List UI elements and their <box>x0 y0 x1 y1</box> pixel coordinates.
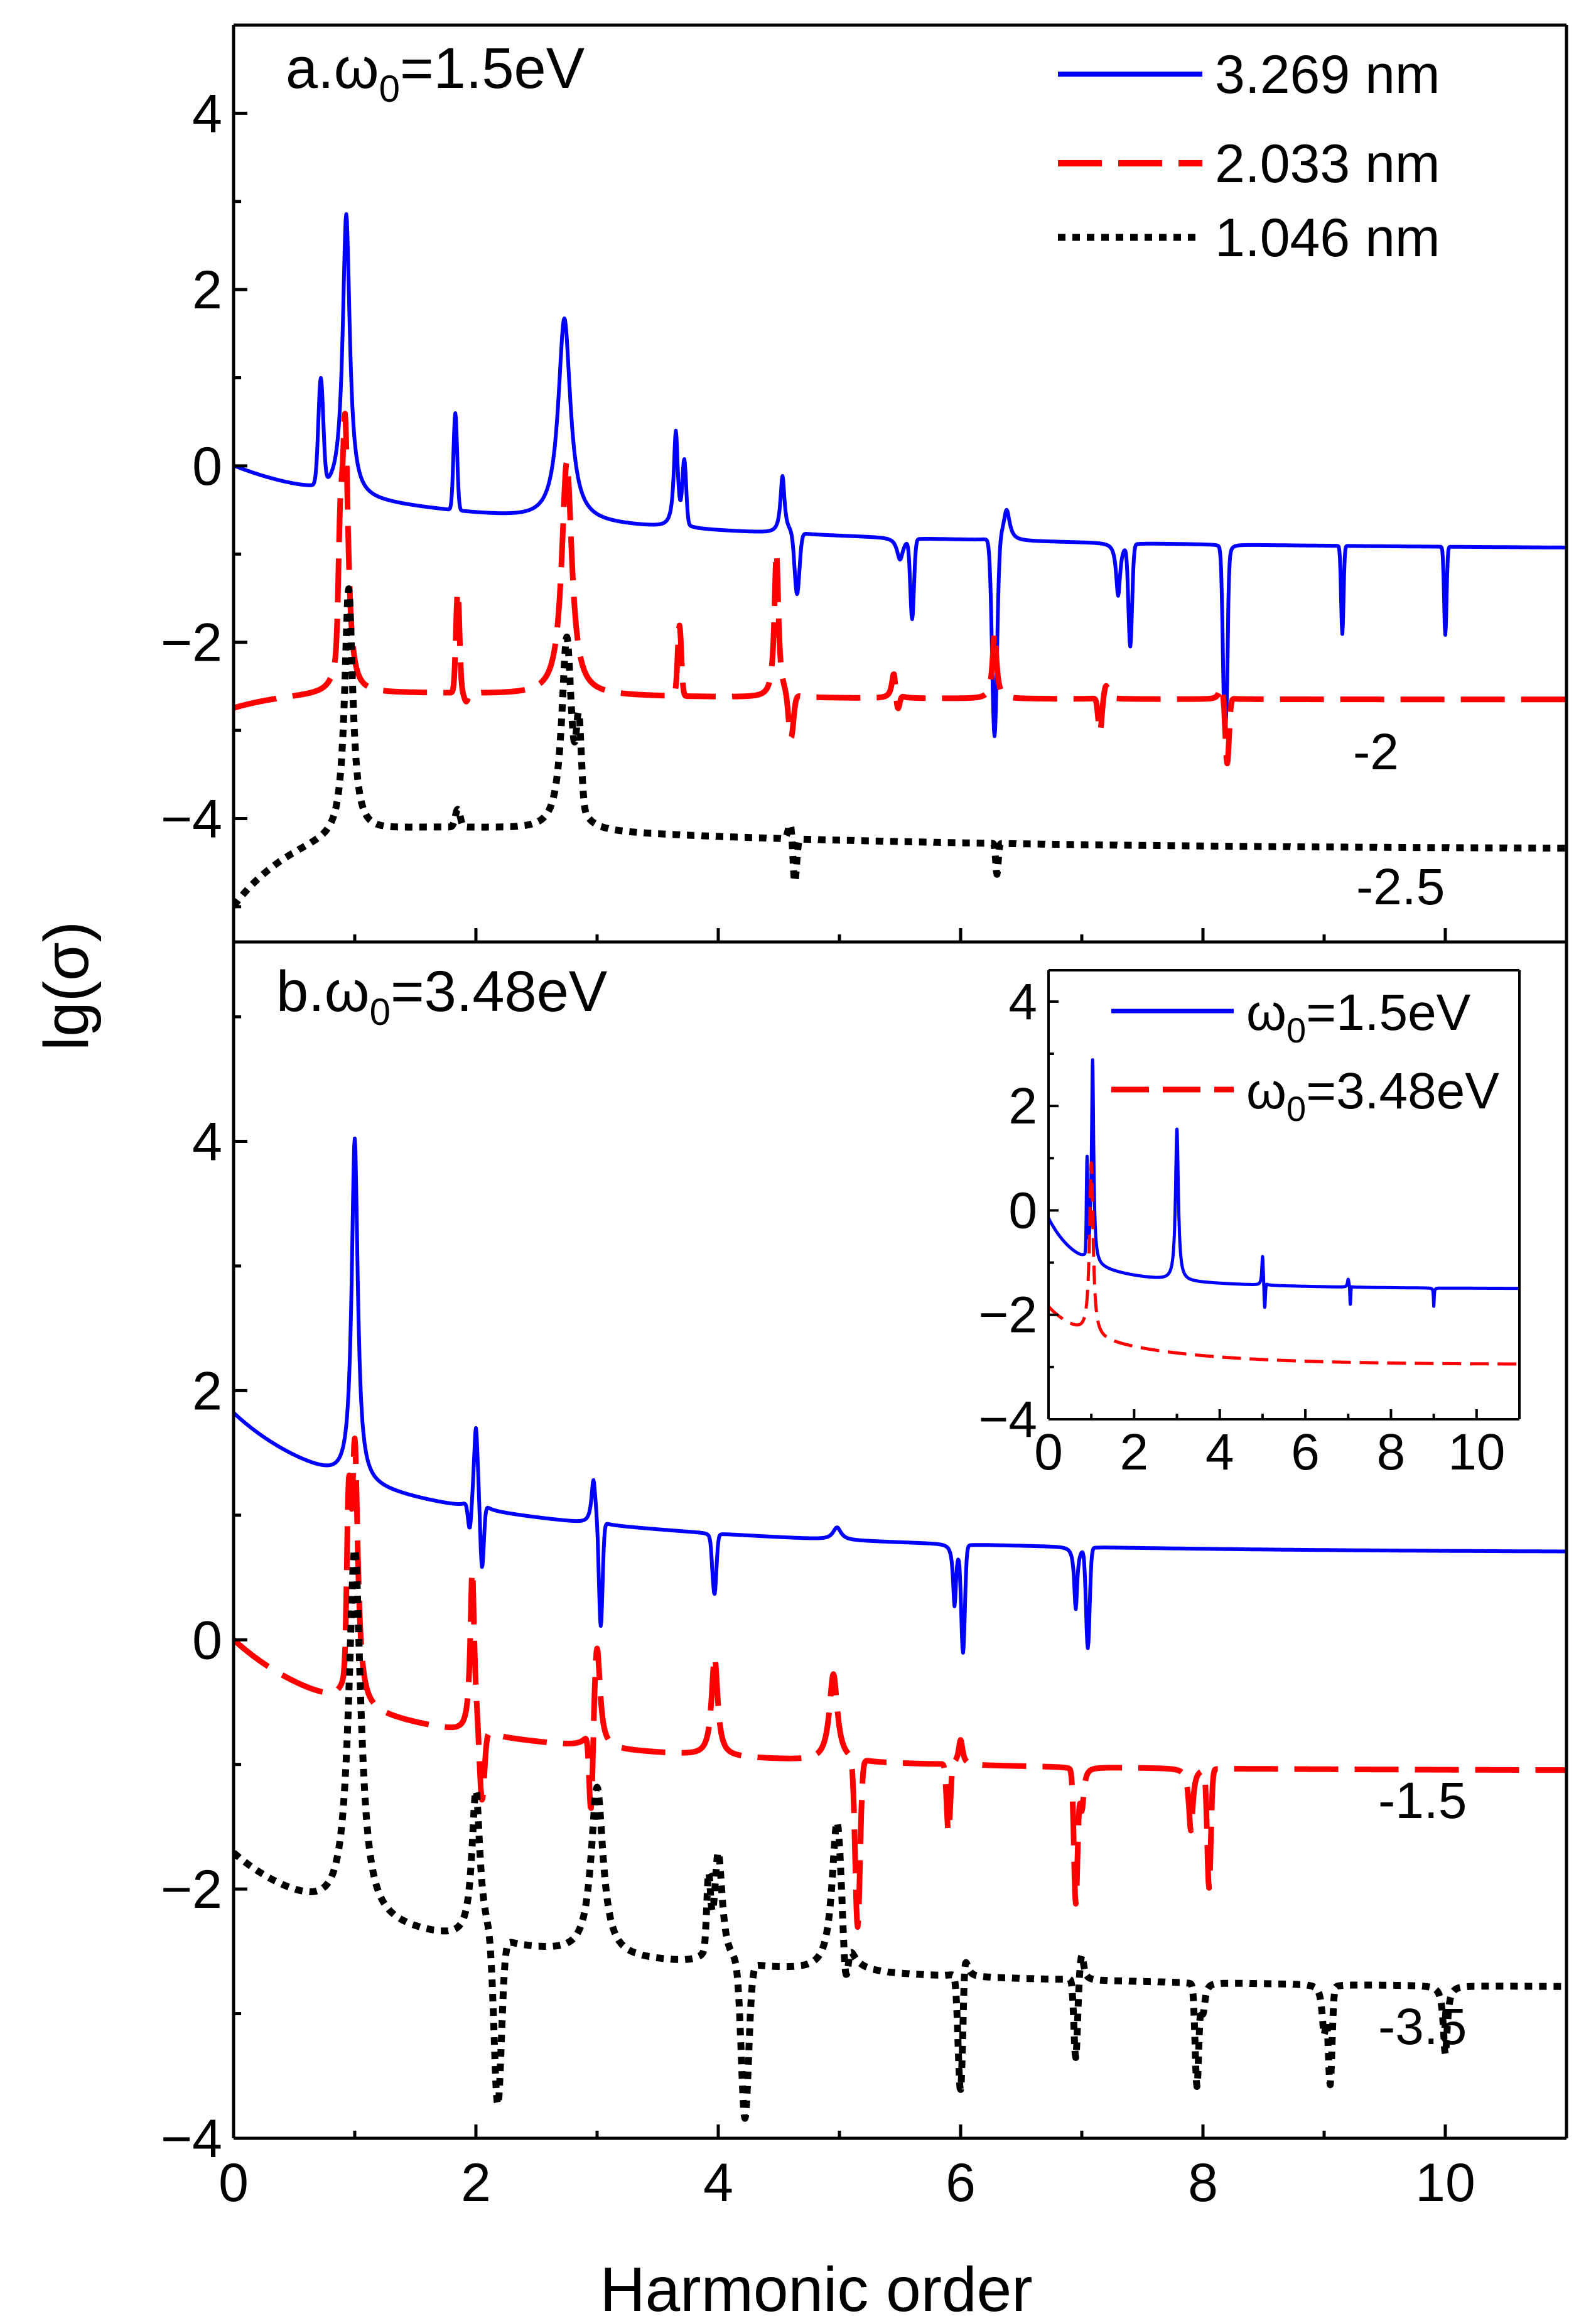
panel-a-annotation: a.ω0=1.5eV <box>286 36 585 110</box>
panel_b-xtick-label: 10 <box>1415 2153 1475 2213</box>
panel-b-offset-label-2: -3.5 <box>1378 1998 1467 2055</box>
panel_a-ytick-label: 4 <box>192 84 222 144</box>
panel_a-ytick-label: 2 <box>192 260 222 320</box>
panel-a-axes: −4 −2 0 2 4 <box>161 23 1568 942</box>
panel-a-offset-label-2: -2.5 <box>1356 858 1445 916</box>
panel-b-offset-label-1: -1.5 <box>1378 1772 1467 1829</box>
panel_b-xtick-label: 8 <box>1188 2153 1218 2213</box>
panel_b-xtick-label: 2 <box>461 2153 491 2213</box>
inset-xtick-label: 2 <box>1120 1424 1149 1481</box>
inset-ytick-label: −2 <box>979 1287 1038 1344</box>
inset-ytick-label: 0 <box>1008 1182 1037 1239</box>
panel_b-ytick-label: −2 <box>161 1859 222 1920</box>
panel_b-series-3.269nm <box>234 1137 1566 1655</box>
panel_b-ytick-label: −4 <box>161 2109 222 2169</box>
panel_a-series-3.269nm <box>234 212 1566 739</box>
panel_b-xtick-label: 4 <box>703 2153 733 2213</box>
panel_a-series-1.046nm <box>234 585 1566 909</box>
panel_a-series-2.033nm <box>234 411 1566 767</box>
panel_b-xtick-label: 0 <box>218 2153 249 2213</box>
inset-legend: ω0=1.5eV ω0=3.48eV <box>1111 984 1499 1128</box>
panel_a-ytick-label: −4 <box>161 789 222 849</box>
panel_b-ytick-label: 4 <box>192 1112 222 1172</box>
legend-label-3269nm: 3.269 nm <box>1215 45 1440 105</box>
inset-xtick-label: 0 <box>1034 1424 1063 1481</box>
panel-a-series <box>234 212 1566 909</box>
inset-ytick-label: 4 <box>1008 973 1037 1031</box>
inset-ytick-label: 2 <box>1008 1078 1037 1135</box>
legend-label-1046nm: 1.046 nm <box>1215 208 1440 268</box>
panel_a-ytick-label: −2 <box>161 613 222 673</box>
panel_b-ytick-label: 0 <box>192 1610 222 1670</box>
inset-series <box>1049 1058 1519 1366</box>
panel-a: −4 −2 0 2 4 a.ω0=1.5eV 3.269 nm 2.033 nm 1.0… <box>161 23 1568 942</box>
panel-b-series <box>234 1137 1566 2122</box>
inset-legend-label-3.48eV: ω0=3.48eV <box>1246 1063 1499 1128</box>
y-axis-title: lg(σ) <box>31 921 102 1051</box>
panel_b-series-1.046nm <box>234 1545 1566 2122</box>
panel-a-offset-label-1: -2 <box>1353 723 1399 781</box>
panel_b-ytick-label: 2 <box>192 1361 222 1421</box>
inset-xtick-label: 4 <box>1205 1424 1234 1481</box>
inset-xtick-label: 10 <box>1448 1424 1505 1481</box>
inset-xtick-label: 8 <box>1377 1424 1406 1481</box>
panel_b-series-2.033nm <box>234 1436 1566 1930</box>
panel_a-ytick-label: 0 <box>192 436 222 497</box>
inset-xtick-label: 6 <box>1291 1424 1320 1481</box>
inset-legend-label-1.5eV: ω0=1.5eV <box>1246 984 1471 1050</box>
inset-background <box>1055 970 1526 1454</box>
inset-series-01.5eV <box>1049 1058 1519 1309</box>
x-axis-title: Harmonic order <box>600 2254 1032 2316</box>
panel-b-annotation: b.ω0=3.48eV <box>276 960 607 1033</box>
inset-series-03.48eV <box>1049 1161 1519 1366</box>
panel_b-xtick-label: 6 <box>946 2153 976 2213</box>
inset-ytick-label: −4 <box>979 1391 1038 1448</box>
legend-label-2033nm: 2.033 nm <box>1215 134 1440 194</box>
panel-a-legend: 3.269 nm 2.033 nm 1.046 nm <box>1058 45 1440 268</box>
